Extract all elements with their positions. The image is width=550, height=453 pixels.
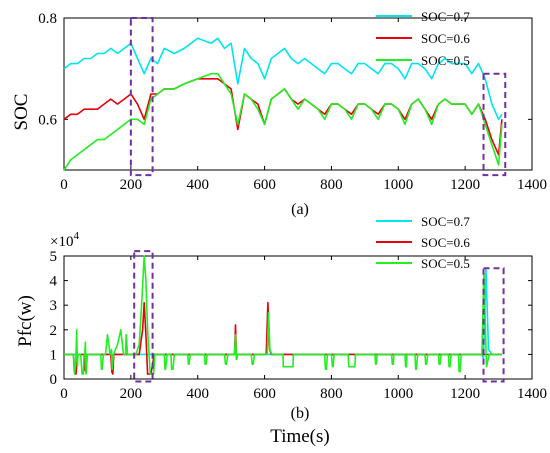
- axes-frame: [63, 255, 533, 380]
- panel-a-highlights: [129, 17, 507, 177]
- x-tick-label: 600: [253, 386, 276, 402]
- legend-label: SOC=0.6: [421, 31, 470, 46]
- panel-b-legend: SOC=0.7 SOC=0.6 SOC=0.5: [376, 214, 470, 271]
- y-multiplier-exponent: 4: [73, 230, 79, 242]
- y-tick-label: 0.6: [38, 112, 57, 128]
- soc-axis-label: SOC: [11, 94, 32, 131]
- x-tick-label: 600: [253, 177, 276, 193]
- panel-a-x-ticks: 0 200 400 600 800 1000 1200 1400: [60, 18, 547, 193]
- x-tick-label: 1400: [517, 177, 547, 193]
- axes-frame: [63, 17, 533, 171]
- highlight-box: [482, 267, 505, 383]
- panel-b-label: (b): [291, 405, 310, 422]
- x-tick-label: 200: [120, 386, 143, 402]
- x-tick-label: 1000: [383, 386, 413, 402]
- y-tick-label: 3: [50, 298, 58, 314]
- series-line-soc-0-7: [63, 37, 503, 121]
- panel-b-y-ticks: 0 1 2 3 4 5: [50, 249, 532, 388]
- x-tick-label: 0: [60, 386, 68, 402]
- legend-label: SOC=0.5: [421, 256, 470, 271]
- soc-panel: SOC (a) 0 200 400 600 800 1000 1200 1400 0.6 0.8…: [11, 9, 547, 218]
- panel-a-series: [63, 37, 503, 171]
- panel-a-label: (a): [291, 201, 309, 218]
- highlight-box: [482, 72, 507, 177]
- panel-b-highlights: [133, 250, 505, 383]
- time-axis-label: Time(s): [270, 426, 329, 447]
- x-tick-label: 1200: [450, 177, 480, 193]
- panel-b-x-ticks: 0 200 400 600 800 1000 1200 1400: [60, 256, 547, 402]
- pfc-panel: Pfc(w) ×104 (b) Time(s) 0 200 400 600 800 100…: [15, 214, 547, 447]
- panel-a-legend: SOC=0.7 SOC=0.6 SOC=0.5: [376, 9, 470, 68]
- x-tick-label: 400: [186, 386, 209, 402]
- panel-b-series: [64, 255, 502, 375]
- x-tick-label: 200: [120, 177, 143, 193]
- y-tick-label: 0.8: [38, 11, 57, 27]
- highlight-box: [129, 17, 154, 177]
- x-tick-label: 0: [60, 177, 68, 193]
- y-multiplier: ×104: [50, 230, 79, 250]
- legend-label: SOC=0.7: [421, 9, 470, 24]
- y-tick-label: 0: [50, 372, 58, 388]
- y-tick-label: 5: [50, 249, 58, 265]
- x-tick-label: 1200: [450, 386, 480, 402]
- legend-label: SOC=0.7: [421, 214, 470, 229]
- x-tick-label: 800: [320, 177, 343, 193]
- x-tick-label: 800: [320, 386, 343, 402]
- y-tick-label: 4: [50, 274, 58, 290]
- legend-label: SOC=0.5: [421, 53, 470, 68]
- legend-label: SOC=0.6: [421, 235, 470, 250]
- y-multiplier-base: ×10: [50, 234, 73, 250]
- series-line-soc-0-7: [64, 267, 502, 361]
- y-tick-label: 1: [50, 347, 58, 363]
- highlight-box: [133, 250, 154, 383]
- panel-a-y-ticks: 0.6 0.8: [38, 11, 532, 128]
- pfc-axis-label: Pfc(w): [15, 295, 36, 347]
- y-tick-label: 2: [50, 323, 58, 339]
- x-tick-label: 400: [186, 177, 209, 193]
- series-line-soc-0-5: [64, 255, 502, 375]
- x-tick-label: 1400: [517, 386, 547, 402]
- series-line-soc-0-5: [63, 72, 503, 171]
- x-tick-label: 1000: [383, 177, 413, 193]
